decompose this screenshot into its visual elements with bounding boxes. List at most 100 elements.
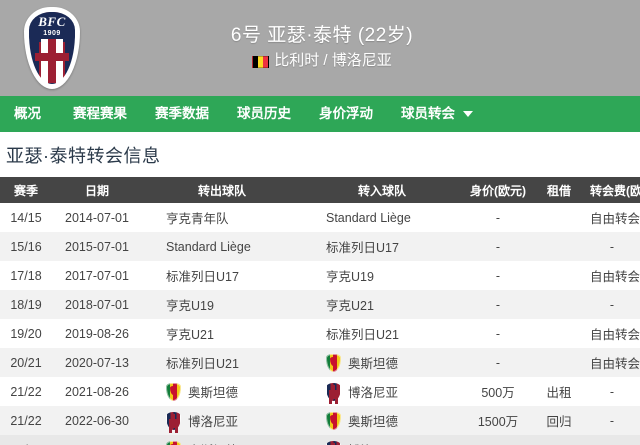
cell-season: 18/19: [10, 297, 42, 312]
cell-to-team-label: 博洛尼亚: [348, 386, 399, 400]
cell-from-team[interactable]: 标准列日U21: [142, 348, 302, 377]
cell-to-team[interactable]: 亨克U21: [302, 290, 462, 319]
cell-date: 2019-08-26: [65, 326, 129, 341]
cell-to-team[interactable]: 奥斯坦德: [302, 406, 462, 435]
col-header-value: 身价(欧元): [462, 177, 534, 203]
cell-loan-type: 回归: [546, 415, 572, 429]
section-title: 亚瑟·泰特转会信息: [6, 146, 161, 166]
cell-to-team[interactable]: 奥斯坦德: [302, 348, 462, 377]
transfer-table-head: 赛季 日期 转出球队 转入球队 身价(欧元) 租借 转会费(欧元): [0, 177, 640, 203]
cell-from-team-label: 亨克U21: [166, 328, 214, 342]
cell-from-team-label: 亨克U19: [166, 299, 214, 313]
col-header-to: 转入球队: [302, 177, 462, 203]
cell-from-team-label: 亨克青年队: [166, 212, 229, 226]
cell-to-team[interactable]: 标准列日U17: [302, 232, 462, 261]
cell-to-team[interactable]: 博洛尼亚: [302, 377, 462, 406]
cell-loan-type: [534, 435, 584, 445]
cell-season: 17/18: [10, 268, 42, 283]
nav-item-player-history[interactable]: 球员历史: [237, 106, 291, 121]
bologna-crest-icon: [166, 411, 181, 430]
cell-to-team-label: 奥斯坦德: [348, 357, 399, 371]
col-header-loan: 租借: [534, 177, 584, 203]
table-row[interactable]: 19/20 2019-08-26 亨克U21 标准列日U21 - 自由转会: [0, 319, 640, 348]
cell-to-team[interactable]: 标准列日U21: [302, 319, 462, 348]
cell-season: 15/16: [10, 239, 42, 254]
nav-item-overview[interactable]: 概况: [14, 106, 41, 121]
belgium-flag-icon: [252, 56, 270, 68]
col-header-season: 赛季: [0, 177, 52, 203]
cell-season: 19/20: [10, 326, 42, 341]
oostende-crest-icon: [166, 440, 181, 445]
nav-item-season-stats[interactable]: 赛季数据: [155, 106, 209, 121]
cell-from-team[interactable]: 亨克青年队: [142, 203, 302, 232]
cell-loan-type: [534, 348, 584, 377]
cell-date: 2020-07-13: [65, 355, 129, 370]
table-row[interactable]: 14/15 2014-07-01 亨克青年队 Standard Liège - 自由转会: [0, 203, 640, 232]
cell-to-team-label: 奥斯坦德: [348, 415, 399, 429]
cell-market-value: -: [495, 239, 501, 254]
table-row[interactable]: 21/22 2022-06-30 博洛尼亚 奥斯坦德 1500万 回归 -: [0, 406, 640, 435]
cell-loan-type: 出租: [546, 386, 572, 400]
table-row[interactable]: 20/21 2020-07-13 标准列日U21 奥斯坦德 - 自由转会: [0, 348, 640, 377]
table-row[interactable]: 18/19 2018-07-01 亨克U19 亨克U21 - -: [0, 290, 640, 319]
nav-item-fixtures[interactable]: 赛程赛果: [73, 106, 127, 121]
cell-market-value: -: [495, 355, 501, 370]
cell-transfer-fee: -: [609, 297, 615, 312]
cell-market-value: -: [495, 326, 501, 341]
transfer-table: 赛季 日期 转出球队 转入球队 身价(欧元) 租借 转会费(欧元) 14/15 2…: [0, 177, 640, 445]
cell-date: 2022-07-01: [52, 435, 142, 445]
cell-season: 22/23: [0, 435, 52, 445]
cell-transfer-fee: 600万: [584, 435, 640, 445]
cell-from-team[interactable]: 标准列日U17: [142, 261, 302, 290]
cell-from-team[interactable]: 亨克U21: [142, 319, 302, 348]
cell-market-value: 1500万: [477, 415, 519, 429]
col-header-fee: 转会费(欧元): [584, 177, 640, 203]
oostende-crest-icon: [326, 411, 341, 430]
cell-from-team-label: 奥斯坦德: [188, 440, 238, 445]
nav-item-transfers[interactable]: 球员转会: [401, 106, 455, 121]
cell-to-team[interactable]: 博洛尼亚: [302, 435, 462, 445]
cell-to-team[interactable]: Standard Liège: [302, 203, 462, 232]
cell-season: 14/15: [10, 210, 42, 225]
table-row[interactable]: 17/18 2017-07-01 标准列日U17 亨克U19 - 自由转会: [0, 261, 640, 290]
nav-item-market-value[interactable]: 身价浮动: [319, 106, 373, 121]
cell-loan-type: [534, 232, 584, 261]
player-hero-header: BFC 1909 6号 亚瑟·泰特 (22岁) 比利时 / 博洛尼亚: [0, 0, 640, 96]
cell-from-team-label: 标准列日U21: [166, 357, 239, 371]
cell-from-team[interactable]: 博洛尼亚: [142, 406, 302, 435]
cell-from-team-label: 博洛尼亚: [188, 415, 239, 429]
bologna-crest-icon: [326, 440, 341, 445]
player-nationality-club: 比利时 / 博洛尼亚: [104, 49, 540, 73]
table-header-row: 赛季 日期 转出球队 转入球队 身价(欧元) 租借 转会费(欧元): [0, 177, 640, 203]
cell-to-team-label: 博洛尼亚: [348, 440, 398, 445]
cell-transfer-fee: 自由转会: [590, 357, 640, 371]
table-row[interactable]: 22/232022-07-01 奥斯坦德 博洛尼亚 1500万 600万: [0, 435, 640, 445]
cell-date: 2015-07-01: [65, 239, 129, 254]
cell-to-team[interactable]: 亨克U19: [302, 261, 462, 290]
cell-transfer-fee: 自由转会: [590, 328, 640, 342]
col-header-date: 日期: [52, 177, 142, 203]
cell-loan-type: [534, 319, 584, 348]
table-row[interactable]: 21/22 2021-08-26 奥斯坦德 博洛尼亚 500万 出租 -: [0, 377, 640, 406]
cell-to-team-label: 亨克U21: [326, 299, 374, 313]
cell-season: 21/22: [10, 384, 42, 399]
cell-transfer-fee: -: [609, 239, 615, 254]
cell-from-team[interactable]: 亨克U19: [142, 290, 302, 319]
chevron-down-icon[interactable]: [463, 111, 473, 117]
bologna-fc-crest-icon: BFC 1909: [24, 7, 80, 89]
cell-from-team[interactable]: 奥斯坦德: [142, 377, 302, 406]
page-title: 6号 亚瑟·泰特 (22岁): [230, 25, 414, 46]
cell-from-team[interactable]: 奥斯坦德: [142, 435, 302, 445]
cell-transfer-fee: 自由转会: [590, 270, 640, 284]
cell-season: 20/21: [10, 355, 42, 370]
cell-market-value: -: [495, 210, 501, 225]
club-crest-wrap: BFC 1909: [0, 0, 104, 96]
cell-to-team-label: 标准列日U21: [326, 328, 399, 342]
cell-market-value: -: [495, 268, 501, 283]
cell-date: 2014-07-01: [65, 210, 129, 225]
nationality-club-label: 比利时 / 博洛尼亚: [274, 52, 392, 69]
table-row[interactable]: 15/16 2015-07-01 Standard Liège 标准列日U17 - -: [0, 232, 640, 261]
cell-from-team[interactable]: Standard Liège: [142, 232, 302, 261]
cell-loan-type: [534, 261, 584, 290]
